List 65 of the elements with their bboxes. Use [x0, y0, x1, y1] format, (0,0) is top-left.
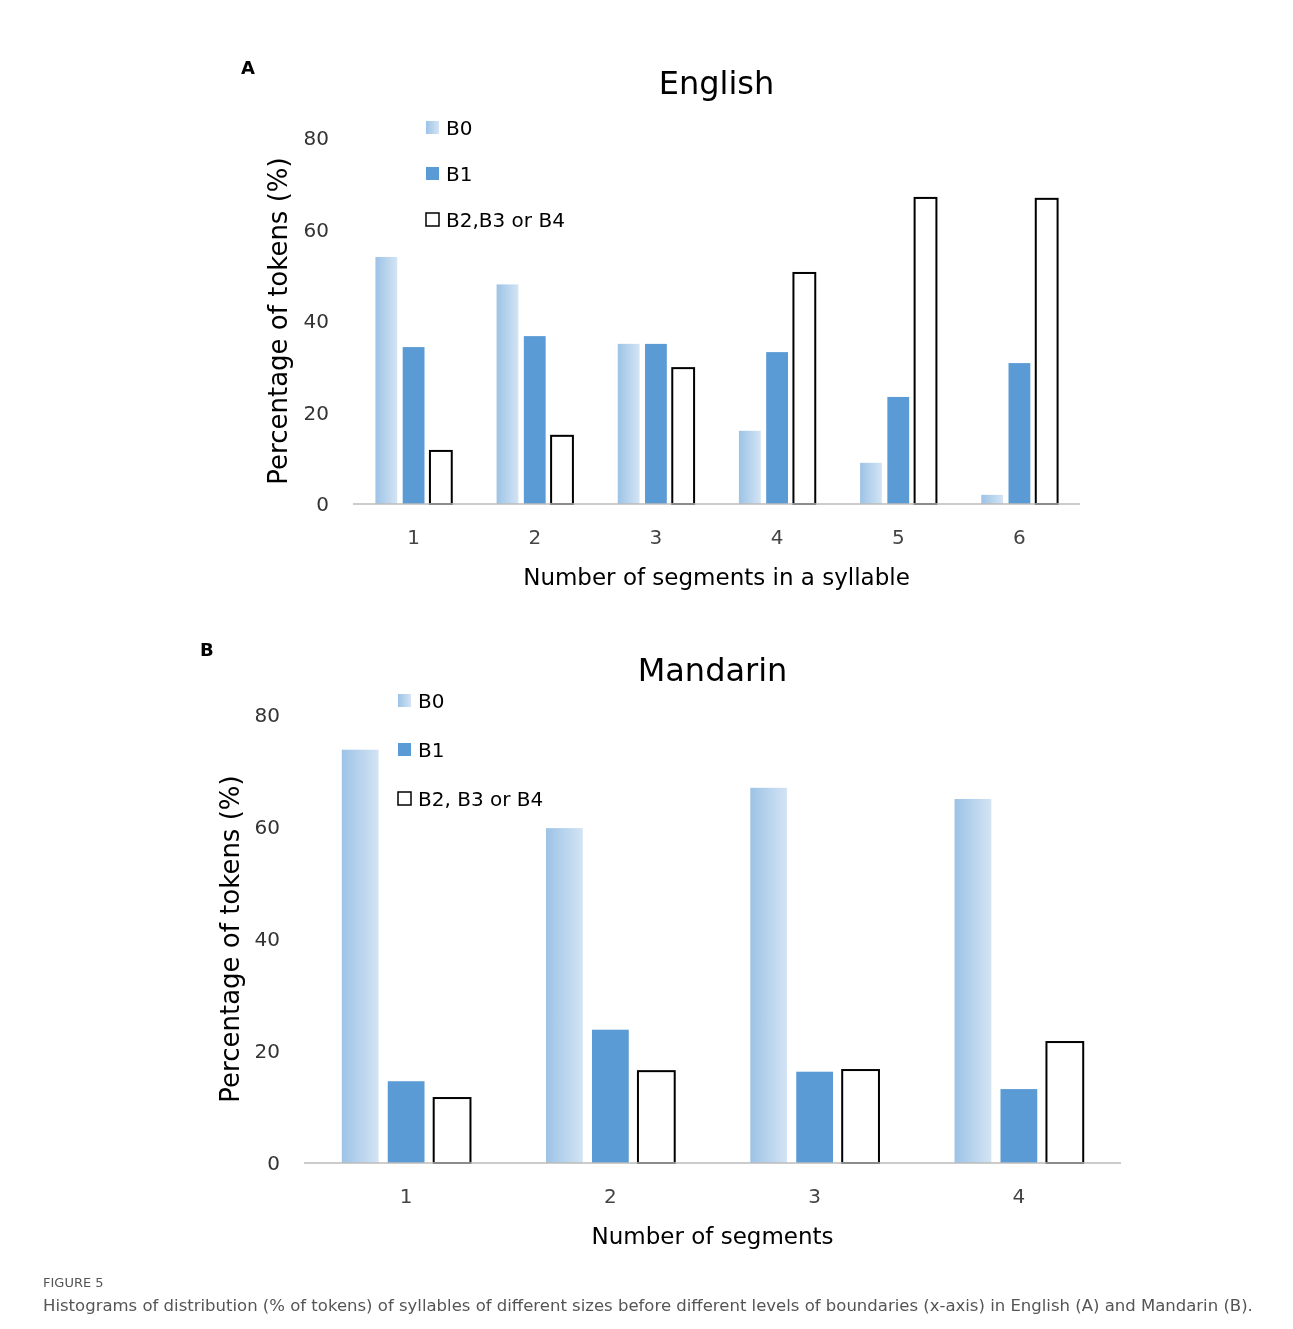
- y-tick-label: 60: [254, 815, 280, 839]
- x-tick-label: 2: [528, 525, 542, 549]
- bar: [738, 430, 761, 504]
- legend-label: B0: [446, 116, 473, 140]
- bar: [591, 1029, 629, 1163]
- y-tick-label: 60: [303, 217, 329, 242]
- x-tick-label: 1: [407, 525, 420, 549]
- bar: [913, 196, 938, 505]
- x-tick-label: 6: [1013, 525, 1026, 549]
- bar: [645, 343, 667, 504]
- bar: [1000, 1089, 1038, 1163]
- x-tick-label: 3: [808, 1184, 821, 1208]
- bar: [387, 1081, 425, 1163]
- bar: [954, 799, 992, 1163]
- bar: [428, 449, 453, 505]
- text: A: [241, 57, 255, 79]
- y-tick-label: 20: [254, 1039, 280, 1063]
- legend-label: B2,B3 or B4: [446, 208, 565, 232]
- x-axis-title: Number of segments in a syllable: [523, 564, 910, 591]
- x-axis-title: Number of segments: [591, 1223, 834, 1250]
- x-tick-label: 4: [770, 525, 784, 549]
- bar: [550, 434, 574, 505]
- y-tick-label: 80: [254, 703, 280, 727]
- bar: [636, 1070, 676, 1164]
- y-tick-label: 0: [267, 1151, 280, 1175]
- x-tick-label: 4: [1012, 1184, 1026, 1208]
- y-axis-title: Percentage of tokens (%): [263, 157, 294, 485]
- bar: [1034, 197, 1059, 505]
- bar: [796, 1071, 834, 1163]
- bar: [496, 284, 519, 504]
- x-tick-label: 2: [604, 1184, 617, 1208]
- bar: [523, 336, 546, 504]
- x-tick-label: 5: [891, 525, 905, 549]
- y-tick-label: 40: [303, 309, 329, 333]
- x-tick-label: 3: [649, 525, 663, 549]
- y-axis-title: Percentage of tokens (%): [215, 775, 246, 1103]
- text: Histograms of distribution (% of tokens) of syllables of different sizes before different levels of boundaries (x-axis) in English (A) and Mandarin (B).: [43, 1295, 1253, 1315]
- legend-label: B1: [418, 738, 445, 762]
- legend-label: B2, B3 or B4: [418, 787, 544, 811]
- y-tick-label: 20: [303, 400, 329, 425]
- caption: FIGURE 5: [43, 1274, 104, 1290]
- bar: [617, 343, 640, 504]
- bar: [546, 828, 583, 1163]
- legend-label: B0: [418, 689, 445, 713]
- bar: [1008, 363, 1031, 504]
- bar: [341, 749, 379, 1163]
- bar: [841, 1069, 880, 1164]
- chart-title: Mandarin: [637, 651, 788, 690]
- bar: [375, 256, 398, 504]
- text: B: [200, 639, 214, 661]
- y-tick-label: 0: [316, 492, 329, 516]
- bar: [671, 367, 696, 505]
- bar: [792, 271, 817, 505]
- legend-label: B1: [446, 162, 473, 186]
- bar: [860, 462, 882, 504]
- bar: [766, 352, 788, 504]
- bar: [1045, 1041, 1085, 1164]
- bar: [750, 787, 788, 1163]
- bar: [402, 347, 425, 504]
- x-tick-label: 1: [399, 1184, 413, 1208]
- chart-title: English: [658, 64, 775, 103]
- bar: [432, 1097, 472, 1164]
- bar: [887, 396, 910, 504]
- y-tick-label: 40: [254, 927, 280, 951]
- y-tick-label: 80: [303, 126, 329, 150]
